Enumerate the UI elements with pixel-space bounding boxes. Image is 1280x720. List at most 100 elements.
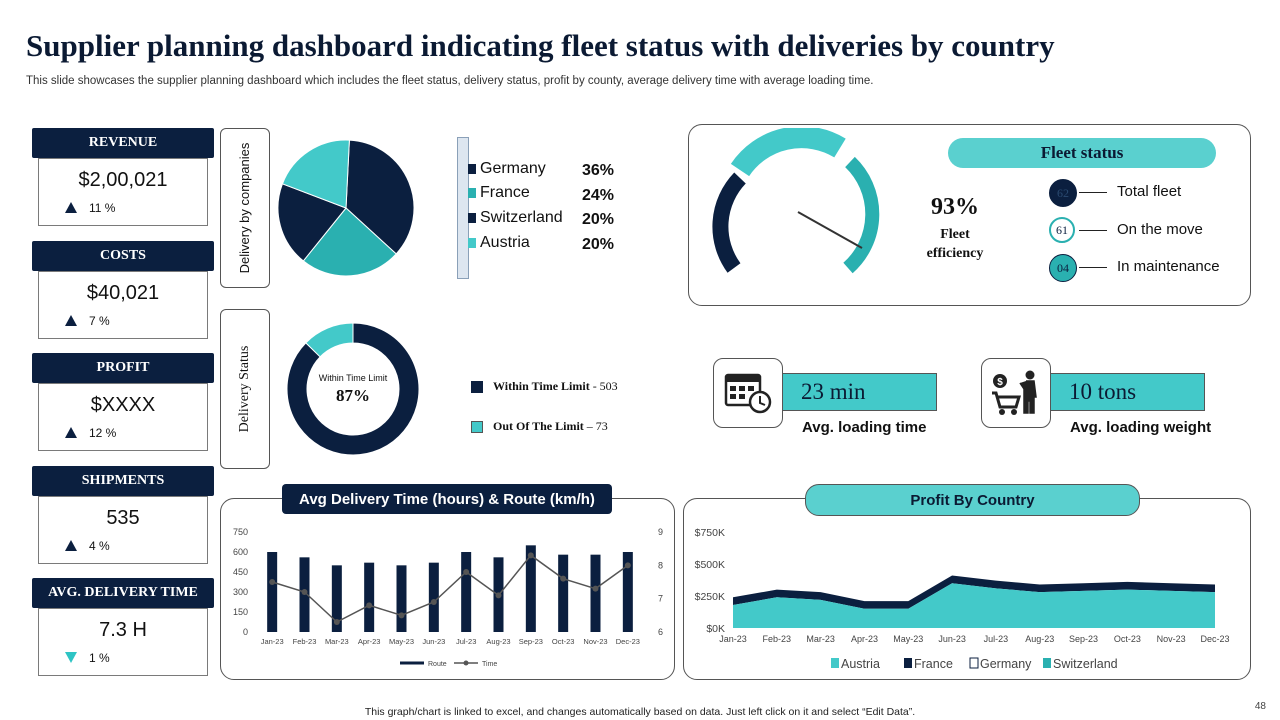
kpi-revenue-delta-text: 11 % — [89, 201, 116, 215]
x-tick-label: Oct-23 — [552, 637, 575, 646]
fleet-maintenance-count: 04 — [1049, 254, 1077, 282]
legend-label: Germany — [480, 160, 546, 177]
kpi-costs-card: $40,021 7 % — [38, 271, 208, 339]
x-tick-label: Mar-23 — [806, 634, 835, 644]
bar-route — [590, 554, 601, 632]
calendar-clock-icon — [724, 373, 772, 414]
legend-label: France — [480, 184, 530, 201]
x-tick-label: Jun-23 — [938, 634, 966, 644]
loading-weight-caption: Avg. loading weight — [1070, 419, 1212, 436]
status-legend-out: Out Of The Limit – 73 — [471, 419, 608, 434]
x-tick-label: Nov-23 — [1157, 634, 1186, 644]
y-tick-label: $250K — [695, 591, 725, 603]
trend-down-icon — [65, 652, 77, 663]
legend-swatch — [468, 163, 476, 174]
trend-up-icon — [65, 202, 77, 213]
point-time — [527, 552, 534, 559]
kpi-costs-value: $40,021 — [86, 282, 160, 304]
point-time — [430, 599, 437, 605]
companies-pct-germany: 36% — [582, 162, 615, 179]
x-tick-label: Oct-23 — [1114, 634, 1141, 644]
gauge-arc-navy — [712, 172, 746, 273]
legend-swatch — [468, 187, 476, 198]
kpi-shipments-card: 535 4 % — [38, 496, 208, 564]
fleet-efficiency-label: Fleet efficiency — [926, 227, 984, 261]
trend-up-icon — [65, 540, 77, 551]
x-tick-label: Mar-23 — [325, 637, 349, 646]
x-tick-label: Apr-23 — [851, 634, 878, 644]
point-time — [495, 592, 502, 599]
x-tick-label: Feb-23 — [293, 637, 317, 646]
bar-route — [364, 562, 375, 632]
pie-slice-france — [302, 207, 397, 277]
x-tick-label: Jul-23 — [456, 637, 476, 646]
companies-legend-switzerland: Switzerland — [468, 209, 563, 227]
kpi-revenue-value: $2,00,021 — [78, 169, 168, 191]
gauge-needle — [797, 211, 863, 249]
fleet-status-title: Fleet status — [948, 138, 1216, 168]
kpi-delivery-time-header: AVG. DELIVERY TIME — [32, 578, 214, 608]
x-tick-label: Aug-23 — [1025, 634, 1054, 644]
delivery-status-label-box: Delivery Status — [220, 309, 270, 469]
y-tick-label: 300 — [233, 587, 248, 597]
kpi-shipments-delta-text: 4 % — [89, 539, 110, 553]
svg-text:$: $ — [997, 377, 1003, 388]
bar-route — [428, 562, 439, 632]
kpi-delivery-time-delta-text: 1 % — [89, 651, 110, 665]
delivery-chart-title: Avg Delivery Time (hours) & Route (km/h) — [282, 484, 612, 514]
companies-label: Delivery by companies — [237, 142, 252, 274]
y-tick-label: 150 — [233, 607, 248, 617]
companies-pct-france: 24% — [582, 187, 615, 204]
fleet-moving-count: 61 — [1049, 217, 1075, 243]
point-time — [269, 579, 276, 585]
donut-segment-out — [305, 322, 354, 358]
point-time — [366, 602, 373, 609]
legend-swatch — [468, 212, 476, 223]
point-time — [463, 569, 470, 575]
kpi-costs-delta: 7 % — [65, 314, 110, 328]
y2-tick-label: 7 — [658, 594, 663, 604]
y-tick-label: 750 — [233, 527, 248, 537]
gauge-arc-teal-dark — [843, 156, 880, 274]
bar-route — [331, 565, 342, 632]
kpi-shipments-value: 535 — [106, 507, 140, 529]
legend-label: Switzerland — [480, 209, 563, 226]
page-number: 48 — [1254, 701, 1266, 712]
delivery-status-label: Delivery Status — [237, 345, 252, 433]
kpi-profit-delta: 12 % — [65, 426, 116, 440]
legend-swatch — [904, 658, 912, 668]
kpi-profit-card: $XXXX 12 % — [38, 383, 208, 451]
x-tick-label: Nov-23 — [583, 637, 607, 646]
bar-route — [461, 552, 472, 632]
x-tick-label: Sep-23 — [519, 637, 543, 646]
x-tick-label: Feb-23 — [763, 634, 792, 644]
line-time — [271, 554, 629, 623]
kpi-revenue-header: REVENUE — [32, 128, 214, 158]
x-tick-label: May-23 — [893, 634, 923, 644]
companies-pct-switzerland: 20% — [582, 211, 615, 228]
cart-worker-icon: $ — [992, 370, 1037, 415]
y-tick-label: $500K — [695, 559, 725, 571]
companies-pct-austria: 20% — [582, 236, 615, 253]
area-germany — [733, 567, 1215, 602]
footer-note: This graph/chart is linked to excel, and… — [364, 706, 916, 718]
donut-segment-within — [286, 322, 420, 456]
legend-swatch — [831, 658, 839, 668]
x-tick-label: Jan-23 — [261, 637, 284, 646]
legend-swatch — [471, 381, 483, 394]
legend-route-label: Route — [428, 661, 447, 668]
fleet-moving-label: On the move — [1117, 221, 1203, 238]
point-time — [398, 612, 405, 619]
status-legend-within: Within Time Limit - 503 — [471, 379, 618, 394]
fleet-connector — [1079, 267, 1107, 268]
point-time — [592, 585, 599, 592]
loading-time-icon-box — [713, 358, 783, 428]
fleet-total-label: Total fleet — [1117, 183, 1182, 200]
profit-chart-title: Profit By Country — [805, 484, 1140, 516]
y-tick-label: $0K — [706, 623, 725, 635]
fleet-efficiency-gauge — [712, 128, 880, 274]
companies-legend-bar — [457, 137, 469, 279]
legend-label: Austria — [480, 234, 530, 251]
delivery-status-donut — [286, 322, 420, 456]
x-tick-label: May-23 — [389, 637, 414, 646]
